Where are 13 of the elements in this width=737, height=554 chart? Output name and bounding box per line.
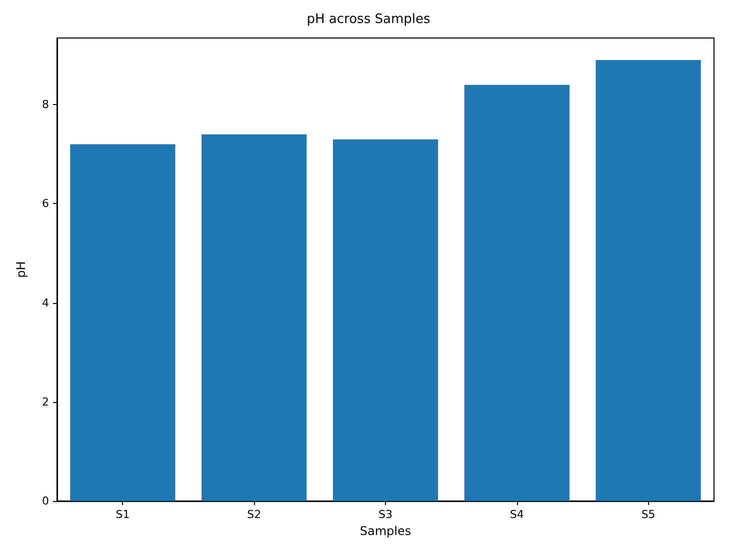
y-tick-label: 4 — [42, 296, 49, 310]
x-axis-title: Samples — [360, 524, 412, 538]
x-tick-label: S2 — [247, 508, 262, 521]
y-tick-label: 8 — [42, 98, 49, 112]
y-tick-label: 6 — [42, 197, 49, 210]
x-tick-label: S3 — [378, 508, 392, 521]
y-axis-title: pH — [14, 261, 28, 278]
x-tick-label: S1 — [116, 508, 130, 521]
chart-title: pH across Samples — [306, 12, 430, 27]
x-tick-label: S4 — [510, 508, 524, 521]
y-tick-label: 2 — [42, 395, 49, 408]
y-tick-label: 0 — [42, 494, 49, 508]
x-tick-label: S5 — [641, 508, 656, 521]
